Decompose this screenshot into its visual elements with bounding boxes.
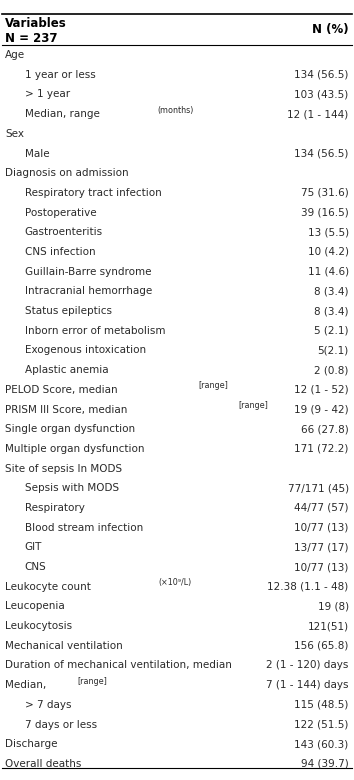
Text: 19 (8): 19 (8) [318, 601, 349, 612]
Text: Mechanical ventilation: Mechanical ventilation [5, 641, 123, 651]
Text: Inborn error of metabolism: Inborn error of metabolism [25, 326, 165, 335]
Text: [range]: [range] [239, 401, 269, 410]
Text: Postoperative: Postoperative [25, 207, 96, 218]
Text: Sepsis with MODS: Sepsis with MODS [25, 484, 119, 493]
Text: Median, range: Median, range [25, 109, 100, 119]
Text: Overall deaths: Overall deaths [5, 759, 82, 769]
Text: Discharge: Discharge [5, 739, 58, 750]
Text: 171 (72.2): 171 (72.2) [294, 444, 349, 454]
Text: [range]: [range] [198, 381, 228, 390]
Text: 7 days or less: 7 days or less [25, 719, 97, 729]
Text: 11 (4.6): 11 (4.6) [308, 267, 349, 277]
Text: 39 (16.5): 39 (16.5) [301, 207, 349, 218]
Text: 19 (9 - 42): 19 (9 - 42) [294, 405, 349, 414]
Text: PELOD Score, median: PELOD Score, median [5, 385, 118, 395]
Text: 115 (48.5): 115 (48.5) [294, 700, 349, 710]
Text: Leukocyte count: Leukocyte count [5, 582, 91, 592]
Text: 77/171 (45): 77/171 (45) [287, 484, 349, 493]
Text: 12.38 (1.1 - 48): 12.38 (1.1 - 48) [267, 582, 349, 592]
Text: 10 (4.2): 10 (4.2) [308, 247, 349, 257]
Text: 156 (65.8): 156 (65.8) [294, 641, 349, 651]
Text: CNS infection: CNS infection [25, 247, 96, 257]
Text: Status epileptics: Status epileptics [25, 306, 112, 316]
Text: Gastroenteritis: Gastroenteritis [25, 227, 103, 237]
Text: [range]: [range] [77, 677, 107, 686]
Text: Leucopenia: Leucopenia [5, 601, 65, 612]
Text: Aplastic anemia: Aplastic anemia [25, 365, 108, 375]
Text: Age: Age [5, 50, 25, 60]
Text: Leukocytosis: Leukocytosis [5, 621, 73, 631]
Text: Median,: Median, [5, 680, 47, 690]
Text: (months): (months) [157, 106, 194, 115]
Text: 94 (39.7): 94 (39.7) [301, 759, 349, 769]
Text: 122 (51.5): 122 (51.5) [294, 719, 349, 729]
Text: 121(51): 121(51) [308, 621, 349, 631]
Text: > 7 days: > 7 days [25, 700, 71, 710]
Text: 2 (1 - 120) days: 2 (1 - 120) days [266, 661, 349, 671]
Text: N = 237: N = 237 [5, 33, 58, 45]
Text: CNS: CNS [25, 562, 46, 572]
Text: Male: Male [25, 148, 50, 158]
Text: 143 (60.3): 143 (60.3) [295, 739, 349, 750]
Text: 134 (56.5): 134 (56.5) [294, 69, 349, 80]
Text: 13 (5.5): 13 (5.5) [308, 227, 349, 237]
Text: GIT: GIT [25, 542, 42, 552]
Text: 5(2.1): 5(2.1) [318, 346, 349, 356]
Text: Single organ dysfunction: Single organ dysfunction [5, 424, 136, 434]
Text: Blood stream infection: Blood stream infection [25, 523, 143, 533]
Text: 7 (1 - 144) days: 7 (1 - 144) days [266, 680, 349, 690]
Text: > 1 year: > 1 year [25, 90, 70, 100]
Text: 5 (2.1): 5 (2.1) [314, 326, 349, 335]
Text: Guillain-Barre syndrome: Guillain-Barre syndrome [25, 267, 151, 277]
Text: 44/77 (57): 44/77 (57) [294, 503, 349, 513]
Text: N (%): N (%) [312, 23, 349, 36]
Text: Exogenous intoxication: Exogenous intoxication [25, 346, 146, 356]
Text: (×10⁹/L): (×10⁹/L) [158, 578, 191, 587]
Text: Intracranial hemorrhage: Intracranial hemorrhage [25, 286, 152, 296]
Text: Sex: Sex [5, 129, 24, 139]
Text: Respiratory: Respiratory [25, 503, 85, 513]
Text: 12 (1 - 52): 12 (1 - 52) [294, 385, 349, 395]
Text: 103 (43.5): 103 (43.5) [295, 90, 349, 100]
Text: 10/77 (13): 10/77 (13) [294, 562, 349, 572]
Text: PRISM III Score, median: PRISM III Score, median [5, 405, 128, 414]
Text: Diagnosis on admission: Diagnosis on admission [5, 168, 129, 178]
Text: 134 (56.5): 134 (56.5) [294, 148, 349, 158]
Text: 12 (1 - 144): 12 (1 - 144) [287, 109, 349, 119]
Text: 1 year or less: 1 year or less [25, 69, 96, 80]
Text: Multiple organ dysfunction: Multiple organ dysfunction [5, 444, 145, 454]
Text: 75 (31.6): 75 (31.6) [301, 188, 349, 198]
Text: Respiratory tract infection: Respiratory tract infection [25, 188, 161, 198]
Text: 66 (27.8): 66 (27.8) [301, 424, 349, 434]
Text: 13/77 (17): 13/77 (17) [294, 542, 349, 552]
Text: 2 (0.8): 2 (0.8) [314, 365, 349, 375]
Text: 8 (3.4): 8 (3.4) [314, 286, 349, 296]
Text: 10/77 (13): 10/77 (13) [294, 523, 349, 533]
Text: Variables: Variables [5, 17, 67, 30]
Text: 8 (3.4): 8 (3.4) [314, 306, 349, 316]
Text: Duration of mechanical ventilation, median: Duration of mechanical ventilation, medi… [5, 661, 232, 671]
Text: Site of sepsis In MODS: Site of sepsis In MODS [5, 463, 122, 473]
